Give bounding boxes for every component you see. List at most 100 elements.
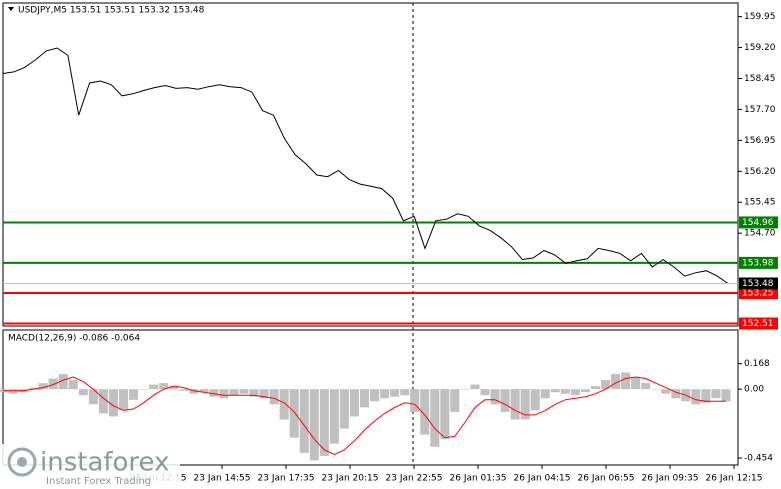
macd-bar bbox=[480, 389, 490, 396]
y-tick-label: -0.454 bbox=[744, 454, 773, 464]
macd-bar bbox=[711, 389, 721, 399]
y-tick-label: 159.20 bbox=[744, 43, 776, 53]
macd-bar bbox=[139, 389, 149, 390]
level-label-bg bbox=[739, 286, 778, 299]
macd-bar bbox=[570, 389, 580, 396]
level-label: 153.98 bbox=[742, 258, 774, 268]
macd-title: MACD(12,26,9) -0.086 -0.064 bbox=[8, 334, 140, 344]
macd-bar bbox=[229, 389, 239, 396]
macd-bar bbox=[530, 389, 540, 411]
macd-bar bbox=[600, 380, 611, 390]
macd-bar bbox=[410, 389, 420, 412]
x-tick-label: 26 Jan 01:35 bbox=[450, 474, 507, 484]
watermark: instaforex Instant Forex Trading bbox=[2, 444, 180, 488]
plot-layer: 154.70 155.45 156.20 156.95 157.70 158.45 159.… bbox=[0, 12, 778, 484]
macd-bar bbox=[440, 389, 450, 440]
price-line bbox=[2, 47, 729, 284]
macd-bar bbox=[540, 389, 550, 399]
macd-bar bbox=[28, 387, 38, 390]
macd-bar bbox=[420, 389, 430, 435]
main-panel-frame bbox=[2, 2, 739, 327]
macd-bar bbox=[631, 377, 641, 390]
macd-bar bbox=[621, 372, 631, 390]
watermark-brand: instaforex bbox=[40, 448, 169, 478]
x-tick-label: 23 Jan 20:15 bbox=[322, 474, 379, 484]
macd-bar bbox=[58, 373, 68, 390]
x-tick-label: 23 Jan 22:55 bbox=[386, 474, 443, 484]
x-tick-label: 23 Jan 14:55 bbox=[194, 474, 251, 484]
x-tick-label: 23 Jan 17:35 bbox=[258, 474, 315, 484]
level-label-bg bbox=[739, 317, 778, 330]
macd-bar bbox=[159, 383, 169, 390]
macd-bar bbox=[671, 389, 681, 399]
level-label: 153.25 bbox=[742, 288, 774, 298]
macd-bar bbox=[269, 389, 279, 405]
y-tick-label: 156.95 bbox=[744, 136, 776, 146]
macd-bar bbox=[651, 389, 661, 390]
macd-bar bbox=[78, 389, 88, 396]
macd-bar bbox=[88, 389, 98, 405]
macd-bar bbox=[219, 389, 229, 399]
macd-bar bbox=[249, 389, 259, 397]
watermark-logo bbox=[7, 447, 37, 477]
last-price-label: 153.48 bbox=[742, 279, 774, 289]
macd-bar bbox=[48, 378, 58, 390]
macd-bar bbox=[661, 389, 671, 394]
macd-bar bbox=[390, 389, 400, 397]
y-tick-label: 154.70 bbox=[744, 229, 776, 239]
macd-bar bbox=[460, 389, 470, 390]
macd-bar bbox=[108, 389, 118, 417]
macd-bar bbox=[490, 389, 500, 405]
y-tick-label: 0.00 bbox=[744, 385, 764, 395]
y-tick-label: 155.45 bbox=[744, 198, 776, 208]
macd-bar bbox=[611, 373, 621, 390]
macd-bar bbox=[349, 389, 359, 417]
macd-bar bbox=[580, 389, 590, 393]
chart-title: USDJPY,M5 153.51 153.51 153.32 153.48 bbox=[18, 6, 205, 16]
y-tick-label: 157.70 bbox=[744, 105, 776, 115]
macd-bar bbox=[299, 389, 309, 453]
last-price-bg bbox=[739, 277, 778, 290]
y-tick-label: 156.20 bbox=[744, 167, 776, 177]
macd-bar bbox=[329, 389, 339, 444]
macd-bar bbox=[430, 389, 440, 447]
macd-bar bbox=[450, 389, 460, 412]
y-tick-label: 158.45 bbox=[744, 74, 776, 84]
macd-bar bbox=[400, 389, 410, 396]
watermark-logo-dot bbox=[17, 457, 27, 467]
macd-panel-frame bbox=[2, 329, 739, 466]
x-tick-label: 26 Jan 12:15 bbox=[706, 474, 763, 484]
macd-bar bbox=[179, 389, 189, 391]
macd-bar bbox=[520, 389, 530, 420]
macd-bar bbox=[209, 389, 219, 397]
macd-bar bbox=[259, 389, 269, 399]
watermark-tagline: Instant Forex Trading bbox=[46, 476, 151, 487]
macd-bar bbox=[289, 389, 299, 438]
level-label-bg bbox=[739, 256, 778, 269]
x-tick-label: 26 Jan 04:15 bbox=[514, 474, 571, 484]
macd-bar bbox=[380, 389, 390, 399]
macd-bar bbox=[199, 389, 209, 393]
macd-bar bbox=[309, 389, 319, 461]
macd-bar bbox=[470, 384, 480, 390]
macd-bar bbox=[691, 389, 701, 405]
macd-bar bbox=[8, 389, 18, 394]
macd-bar bbox=[560, 389, 570, 394]
macd-bar bbox=[370, 389, 380, 402]
macd-bar bbox=[38, 383, 48, 390]
macd-bar bbox=[279, 389, 289, 420]
macd-bar bbox=[550, 389, 560, 393]
level-label-bg bbox=[739, 216, 778, 229]
menu-triangle bbox=[8, 7, 14, 11]
y-tick-label: 0.168 bbox=[744, 359, 770, 369]
macd-bar bbox=[189, 389, 199, 394]
macd-bar bbox=[169, 386, 179, 390]
macd-bar bbox=[239, 389, 249, 394]
macd-bar bbox=[129, 389, 139, 400]
macd-bar bbox=[339, 389, 349, 429]
macd-bar bbox=[319, 389, 329, 456]
macd-bar bbox=[590, 386, 600, 390]
macd-bar bbox=[641, 383, 651, 390]
macd-bar bbox=[359, 389, 370, 408]
